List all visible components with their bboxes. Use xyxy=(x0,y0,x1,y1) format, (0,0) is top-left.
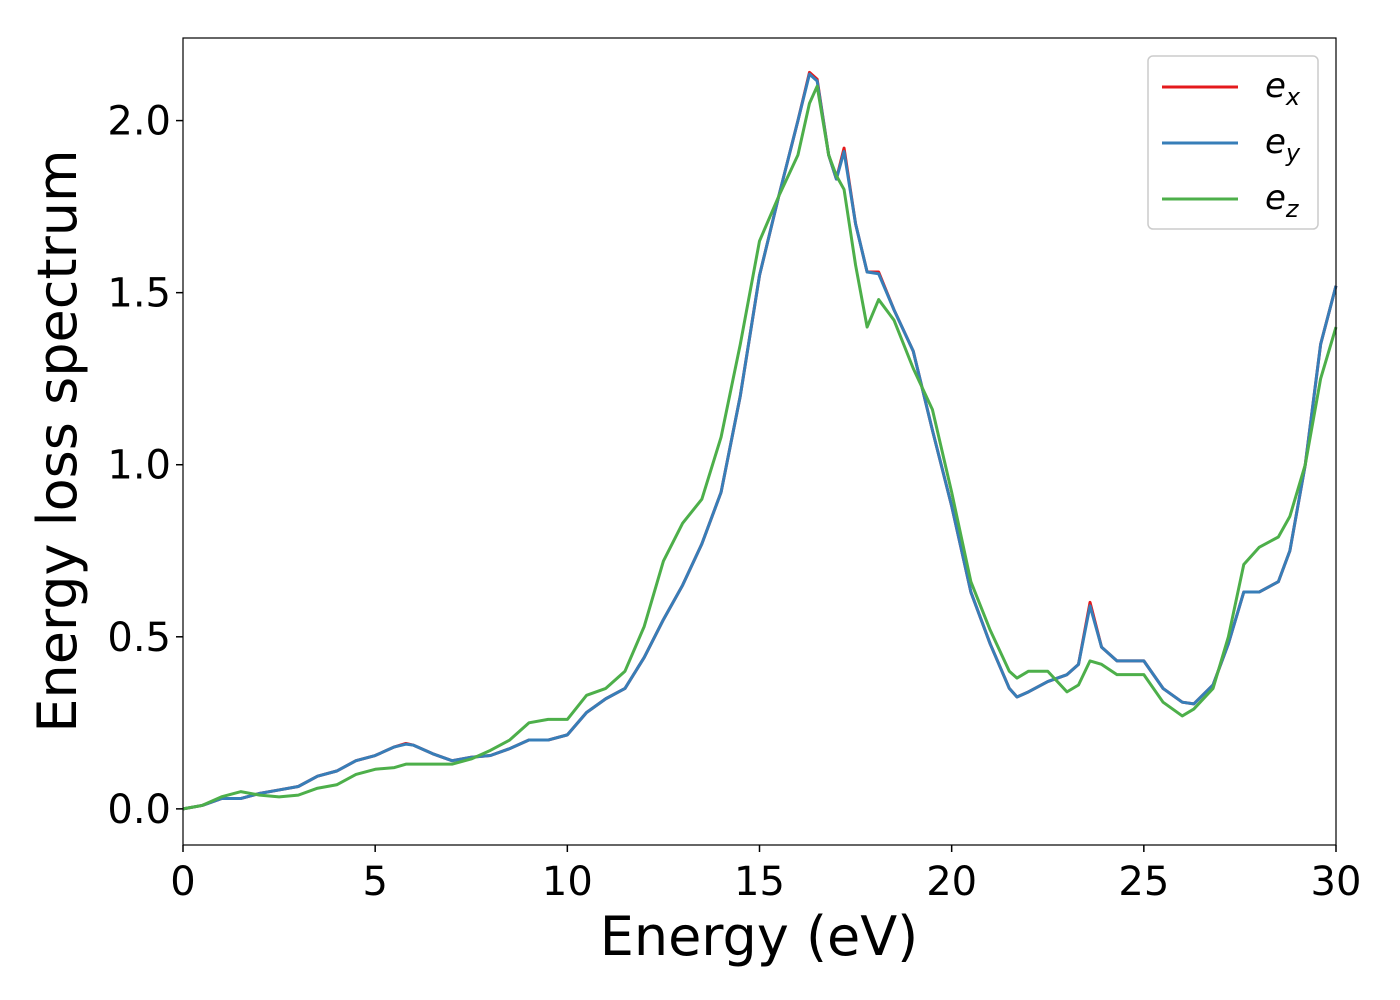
x-tick-label: 20 xyxy=(926,859,977,905)
x-tick-label: 25 xyxy=(1118,859,1169,905)
y-tick-label: 0.5 xyxy=(107,615,171,661)
x-tick-label: 5 xyxy=(362,859,387,905)
legend-label: ez xyxy=(1265,178,1300,223)
y-tick-label: 2.0 xyxy=(107,99,171,145)
legend: ex ey ez xyxy=(1147,55,1319,230)
data-line xyxy=(182,84,1338,811)
y-axis-label: Energy loss spectrum xyxy=(26,149,89,732)
legend-label: ex xyxy=(1265,66,1301,111)
x-tick-label: 15 xyxy=(734,859,785,905)
y-tick-label: 1.0 xyxy=(107,443,171,489)
x-tick-label: 30 xyxy=(1311,859,1362,905)
x-axis-label: Energy (eV) xyxy=(600,905,919,968)
legend-label: ey xyxy=(1265,122,1301,167)
data-line xyxy=(182,72,1338,811)
y-tick-label: 0.0 xyxy=(107,787,171,833)
x-tick-label: 10 xyxy=(542,859,593,905)
y-tick-label: 1.5 xyxy=(107,271,171,317)
x-tick-label: 0 xyxy=(170,859,195,905)
plot-frame xyxy=(182,37,1337,846)
